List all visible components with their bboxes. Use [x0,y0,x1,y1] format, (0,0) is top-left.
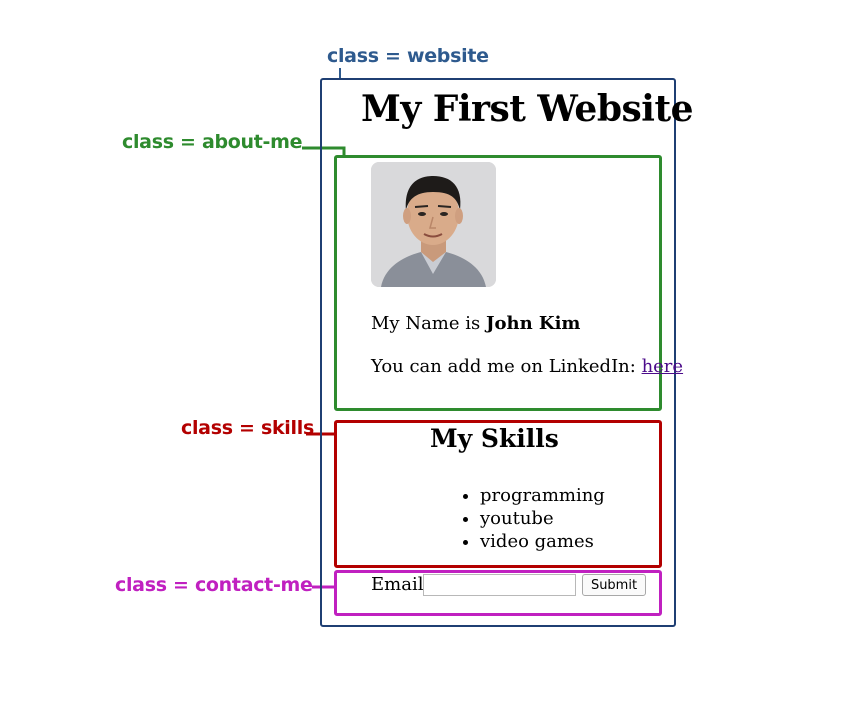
list-item: programming [480,484,605,507]
submit-button[interactable]: Submit [582,574,646,596]
about-me-section [334,155,662,411]
skills-title: My Skills [430,424,559,453]
annotation-skills-label: class = skills [181,417,314,439]
contact-me-section [334,570,662,616]
email-label: Email [371,574,424,595]
website-container [320,78,676,627]
skills-list: programming youtube video games [452,484,605,553]
linkedin-prefix: You can add me on LinkedIn: [371,356,642,377]
annotation-about-me-label: class = about-me [122,131,303,153]
annotation-contact-me-label: class = contact-me [115,574,313,596]
site-title: My First Website [361,88,693,130]
person-name: John Kim [485,313,581,334]
list-item: video games [480,530,605,553]
email-input[interactable] [423,574,576,596]
name-prefix: My Name is [371,313,486,334]
annotation-website-label: class = website [327,45,489,67]
linkedin-link[interactable]: here [641,356,684,377]
profile-photo [371,162,496,287]
person-photo-icon [371,162,496,287]
linkedin-line: You can add me on LinkedIn: here [371,356,683,377]
skills-section [334,420,662,568]
name-line: My Name is John Kim [371,313,580,334]
list-item: youtube [480,507,605,530]
